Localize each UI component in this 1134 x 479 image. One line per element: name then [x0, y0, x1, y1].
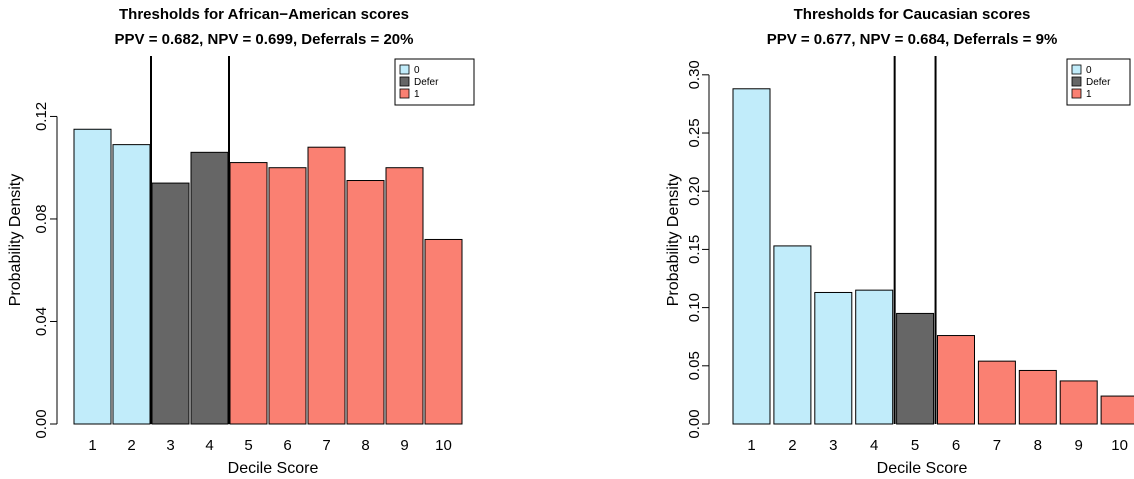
- y-tick-label: 0.12: [33, 102, 50, 131]
- y-axis-title: Probability Density: [7, 174, 24, 307]
- x-tick-label: 10: [1111, 437, 1128, 454]
- bar-5: [896, 312, 935, 425]
- x-tick-label: 3: [829, 437, 837, 454]
- chart-title: Thresholds for African−American scores: [119, 6, 409, 23]
- x-tick-label: 6: [952, 437, 960, 454]
- chart-subtitle: PPV = 0.677, NPV = 0.684, Deferrals = 9%: [767, 31, 1058, 48]
- x-tick-label: 5: [911, 437, 919, 454]
- x-tick-label: 4: [870, 437, 878, 454]
- bar-2: [112, 144, 151, 425]
- legend-swatch: [399, 88, 410, 99]
- x-tick-label: 5: [244, 437, 252, 454]
- legend-swatch: [399, 64, 410, 75]
- bar-10: [1100, 395, 1134, 425]
- bar-6: [937, 335, 975, 425]
- x-axis-title: Decile Score: [877, 460, 968, 477]
- bar-3: [814, 291, 853, 425]
- bar-9: [1059, 380, 1098, 425]
- chart-panel-african-american: Thresholds for African−American scores P…: [7, 6, 475, 477]
- x-tick-label: 1: [747, 437, 755, 454]
- chart-panel-caucasian: Thresholds for Caucasian scores PPV = 0.…: [665, 6, 1134, 477]
- x-tick-label: 2: [127, 437, 135, 454]
- x-axis-title: Decile Score: [228, 460, 319, 477]
- bar-8: [1018, 369, 1057, 425]
- bar-1: [732, 88, 771, 425]
- y-tick-label: 0.08: [33, 204, 50, 233]
- bar-1: [73, 128, 112, 425]
- x-tick-label: 6: [283, 437, 291, 454]
- x-tick-label: 1: [88, 437, 96, 454]
- legend-swatch: [399, 76, 410, 87]
- bar-2: [773, 245, 812, 425]
- x-tick-label: 8: [361, 437, 369, 454]
- legend-swatch: [1071, 76, 1082, 87]
- legend-swatch: [1071, 88, 1082, 99]
- bar-7: [307, 146, 346, 425]
- legend-label: 1: [1086, 89, 1092, 100]
- bar-7: [977, 360, 1016, 425]
- legend-label: Defer: [1086, 77, 1111, 88]
- bar-6: [268, 167, 307, 425]
- bar-10: [424, 238, 463, 425]
- bar-4: [855, 289, 894, 425]
- y-tick-label: 0.30: [686, 60, 703, 89]
- y-tick-label: 0.10: [686, 293, 703, 322]
- x-tick-label: 7: [993, 437, 1001, 454]
- y-tick-label: 0.20: [686, 177, 703, 206]
- bar-3: [151, 182, 190, 425]
- x-tick-label: 9: [400, 437, 408, 454]
- x-tick-label: 8: [1034, 437, 1042, 454]
- x-tick-label: 4: [205, 437, 213, 454]
- bar-8: [346, 180, 385, 425]
- legend-label: Defer: [414, 77, 439, 88]
- y-tick-label: 0.04: [33, 307, 50, 336]
- bar-5: [229, 162, 268, 425]
- legend-label: 0: [1086, 65, 1092, 76]
- y-tick-label: 0.05: [686, 351, 703, 380]
- y-tick-label: 0.25: [686, 118, 703, 147]
- legend-label: 1: [414, 89, 420, 100]
- x-tick-label: 2: [788, 437, 796, 454]
- x-tick-label: 7: [322, 437, 330, 454]
- bar-4: [190, 151, 229, 425]
- x-tick-label: 3: [166, 437, 174, 454]
- bar-9: [385, 167, 424, 425]
- chart-title: Thresholds for Caucasian scores: [794, 6, 1031, 23]
- y-tick-label: 0.15: [686, 235, 703, 264]
- legend-label: 0: [414, 65, 420, 76]
- legend-swatch: [1071, 64, 1082, 75]
- y-tick-label: 0.00: [686, 409, 703, 438]
- y-axis-title: Probability Density: [665, 174, 682, 307]
- chart-subtitle: PPV = 0.682, NPV = 0.699, Deferrals = 20…: [115, 31, 414, 48]
- x-tick-label: 10: [435, 437, 452, 454]
- x-tick-label: 9: [1075, 437, 1083, 454]
- y-tick-label: 0.00: [33, 409, 50, 438]
